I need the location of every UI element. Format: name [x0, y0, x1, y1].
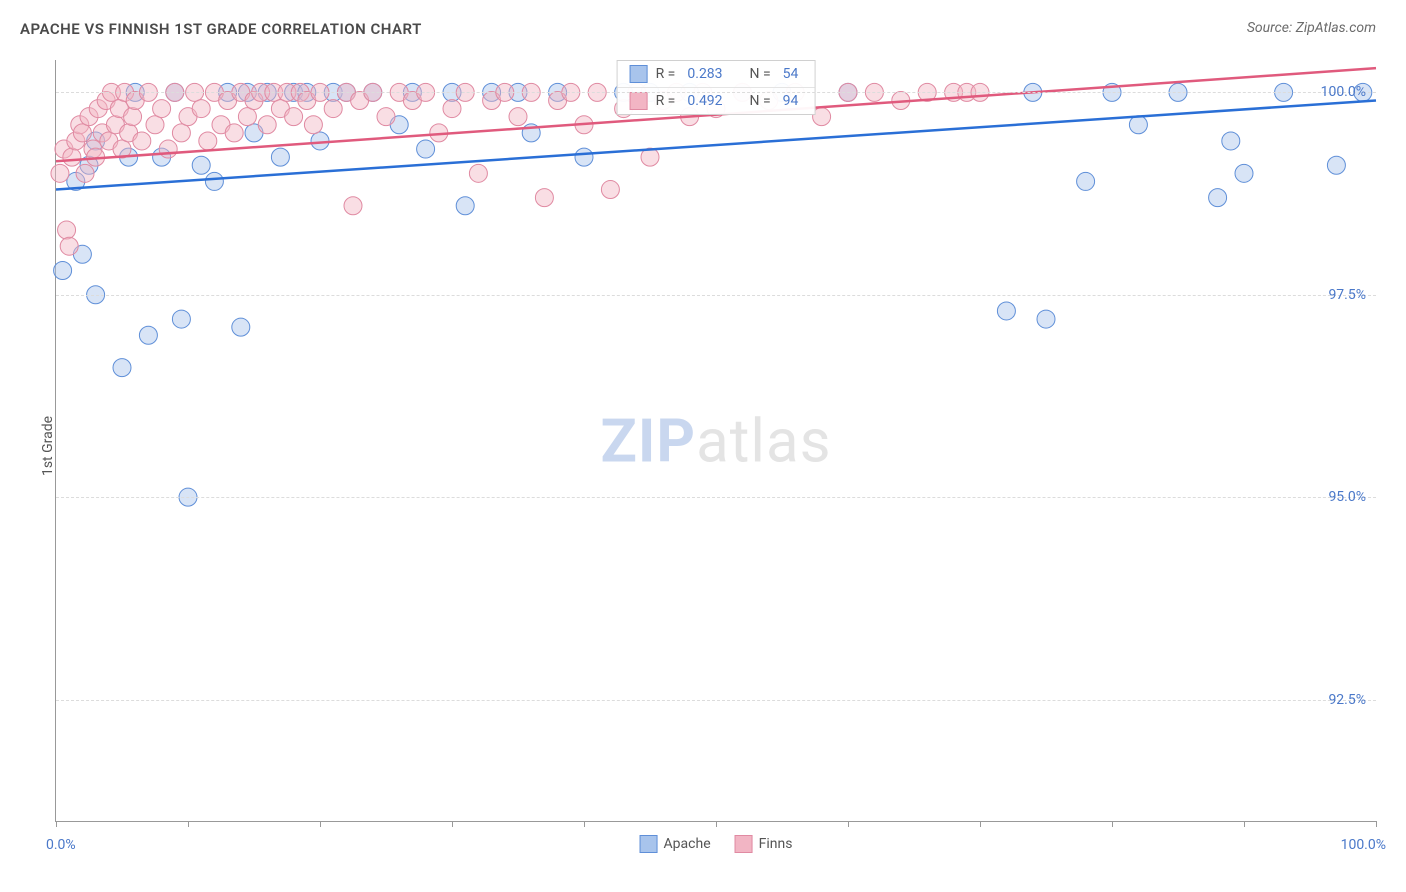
x-tick: [1244, 821, 1245, 827]
data-point: [377, 108, 395, 126]
legend-swatch: [630, 92, 648, 110]
data-point: [60, 237, 78, 255]
legend-label: Finns: [759, 836, 793, 852]
grid-line: [56, 92, 1376, 93]
data-point: [601, 181, 619, 199]
grid-line: [56, 497, 1376, 498]
data-point: [1037, 310, 1055, 328]
x-max-label: 100.0%: [1341, 837, 1386, 853]
x-tick: [452, 821, 453, 827]
legend-correlation: R =0.283 N =54R =0.492 N =94: [617, 60, 816, 115]
data-point: [271, 148, 289, 166]
x-min-label: 0.0%: [46, 837, 76, 853]
x-tick: [188, 821, 189, 827]
data-point: [133, 132, 151, 150]
data-point: [1129, 116, 1147, 134]
data-point: [469, 164, 487, 182]
data-point: [1077, 172, 1095, 190]
data-point: [443, 100, 461, 118]
data-point: [124, 108, 142, 126]
data-point: [146, 116, 164, 134]
grid-line: [56, 700, 1376, 701]
x-tick: [1376, 821, 1377, 827]
data-point: [417, 140, 435, 158]
y-axis-title: 1st Grade: [40, 416, 56, 476]
legend-series: Apache Finns: [640, 835, 793, 853]
data-point: [285, 108, 303, 126]
data-point: [73, 124, 91, 142]
legend-swatch: [630, 65, 648, 83]
data-point: [997, 302, 1015, 320]
plot-area: ZIPatlas R =0.283 N =54R =0.492 N =94 Ap…: [55, 60, 1376, 822]
data-point: [192, 156, 210, 174]
grid-line: [56, 295, 1376, 296]
n-value: 54: [783, 66, 799, 82]
data-point: [159, 140, 177, 158]
data-point: [58, 221, 76, 239]
data-point: [1235, 164, 1253, 182]
data-point: [258, 116, 276, 134]
data-point: [304, 116, 322, 134]
data-point: [172, 310, 190, 328]
x-tick: [320, 821, 321, 827]
r-value: 0.492: [687, 93, 722, 109]
data-point: [456, 197, 474, 215]
plot-svg: [56, 60, 1376, 821]
y-tick-label: 100.0%: [1321, 84, 1366, 100]
data-point: [238, 108, 256, 126]
data-point: [232, 318, 250, 336]
data-point: [1327, 156, 1345, 174]
y-tick-label: 97.5%: [1328, 287, 1366, 303]
legend-swatch: [640, 835, 658, 853]
data-point: [509, 108, 527, 126]
data-point: [172, 124, 190, 142]
x-tick: [56, 821, 57, 827]
data-point: [54, 261, 72, 279]
data-point: [139, 326, 157, 344]
data-point: [225, 124, 243, 142]
data-point: [1222, 132, 1240, 150]
legend-item: Apache: [640, 835, 711, 853]
data-point: [324, 100, 342, 118]
data-point: [113, 359, 131, 377]
legend-label: Apache: [664, 836, 711, 852]
r-value: 0.283: [687, 66, 722, 82]
x-tick: [848, 821, 849, 827]
n-value: 94: [783, 93, 799, 109]
y-tick-label: 92.5%: [1328, 692, 1366, 708]
data-point: [63, 148, 81, 166]
data-point: [575, 148, 593, 166]
data-point: [51, 164, 69, 182]
x-tick: [584, 821, 585, 827]
data-point: [153, 100, 171, 118]
legend-item: Finns: [735, 835, 793, 853]
data-point: [199, 132, 217, 150]
source-label: Source: ZipAtlas.com: [1247, 20, 1376, 36]
data-point: [344, 197, 362, 215]
data-point: [205, 172, 223, 190]
data-point: [535, 189, 553, 207]
y-tick-label: 95.0%: [1328, 489, 1366, 505]
data-point: [192, 100, 210, 118]
x-tick: [980, 821, 981, 827]
data-point: [1209, 189, 1227, 207]
legend-swatch: [735, 835, 753, 853]
legend-row: R =0.283 N =54: [618, 61, 815, 88]
x-tick: [1112, 821, 1113, 827]
chart-title: APACHE VS FINNISH 1ST GRADE CORRELATION …: [20, 20, 422, 38]
x-tick: [716, 821, 717, 827]
data-point: [76, 164, 94, 182]
